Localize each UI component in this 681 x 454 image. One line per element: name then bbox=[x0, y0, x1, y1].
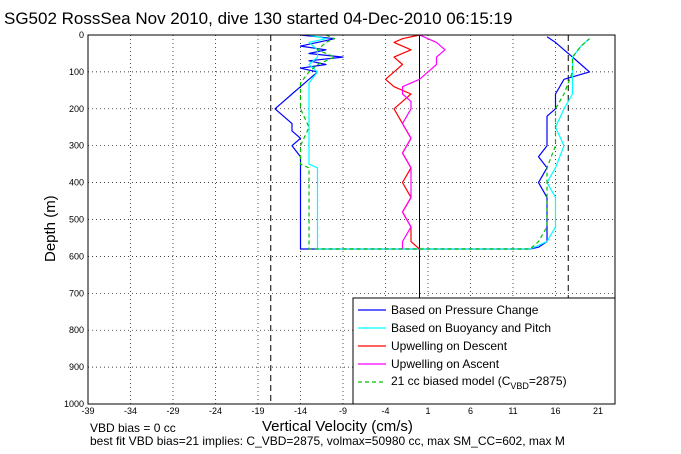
y-tick-label: 900 bbox=[69, 362, 84, 372]
y-axis-label: Depth (m) bbox=[42, 195, 59, 262]
x-tick-label: -19 bbox=[251, 406, 264, 416]
x-tick-label: -14 bbox=[294, 406, 307, 416]
y-tick-label: 400 bbox=[69, 178, 84, 188]
x-tick-labels: -39 -34 -29 -24 -19 -14 -9 -4 1 6 11 16 21 bbox=[81, 406, 603, 416]
y-tick-label: 800 bbox=[69, 325, 84, 335]
footer-vbd-bias: VBD bias = 0 cc bbox=[90, 421, 176, 435]
legend-box bbox=[352, 297, 616, 405]
legend-label-model-end: =2875) bbox=[529, 374, 567, 388]
series-line-0 bbox=[274, 34, 591, 250]
x-tick-label: 1 bbox=[425, 406, 430, 416]
series-line-4 bbox=[299, 34, 590, 250]
x-tick-label: -39 bbox=[81, 406, 94, 416]
x-tick-label: -29 bbox=[166, 406, 179, 416]
x-tick-label: -9 bbox=[339, 406, 347, 416]
legend-label-model-sub: VBD bbox=[510, 381, 529, 391]
x-tick-label: -24 bbox=[209, 406, 222, 416]
x-tick-label: 11 bbox=[508, 406, 517, 416]
chart-title: SG502 RossSea Nov 2010, dive 130 started… bbox=[4, 9, 512, 28]
legend-label-model-main: 21 cc biased model (C bbox=[391, 374, 511, 388]
x-axis-label: Vertical Velocity (cm/s) bbox=[262, 418, 413, 435]
y-tick-labels: 0 100 200 300 400 500 600 700 800 900 1000 bbox=[64, 30, 84, 409]
legend: Based on Pressure Change Based on Buoyan… bbox=[352, 297, 616, 405]
series-group bbox=[274, 34, 591, 250]
y-tick-label: 700 bbox=[69, 288, 84, 298]
x-tick-label: -34 bbox=[124, 406, 137, 416]
series-line-1 bbox=[308, 34, 590, 250]
series-line-3 bbox=[401, 34, 446, 249]
y-tick-label: 1000 bbox=[64, 399, 84, 409]
legend-label-descent: Upwelling on Descent bbox=[391, 339, 508, 353]
x-tick-label: 6 bbox=[468, 406, 473, 416]
x-tick-label: -4 bbox=[381, 406, 389, 416]
x-tick-label: 21 bbox=[593, 406, 603, 416]
footer-best-fit: best fit VBD bias=21 implies: C_VBD=2875… bbox=[90, 434, 565, 448]
legend-label-buoyancy: Based on Buoyancy and Pitch bbox=[391, 321, 551, 335]
y-tick-label: 100 bbox=[69, 67, 84, 77]
legend-label-model: 21 cc biased model (CVBD=2875) bbox=[391, 374, 567, 391]
y-tick-label: 200 bbox=[69, 104, 84, 114]
x-tick-label: 16 bbox=[550, 406, 560, 416]
y-tick-label: 500 bbox=[69, 215, 84, 225]
y-tick-label: 600 bbox=[69, 251, 84, 261]
y-tick-label: 0 bbox=[79, 30, 84, 40]
y-tick-label: 300 bbox=[69, 141, 84, 151]
plot-frame bbox=[87, 34, 616, 405]
legend-label-ascent: Upwelling on Ascent bbox=[391, 357, 500, 371]
legend-label-pressure: Based on Pressure Change bbox=[391, 303, 539, 317]
